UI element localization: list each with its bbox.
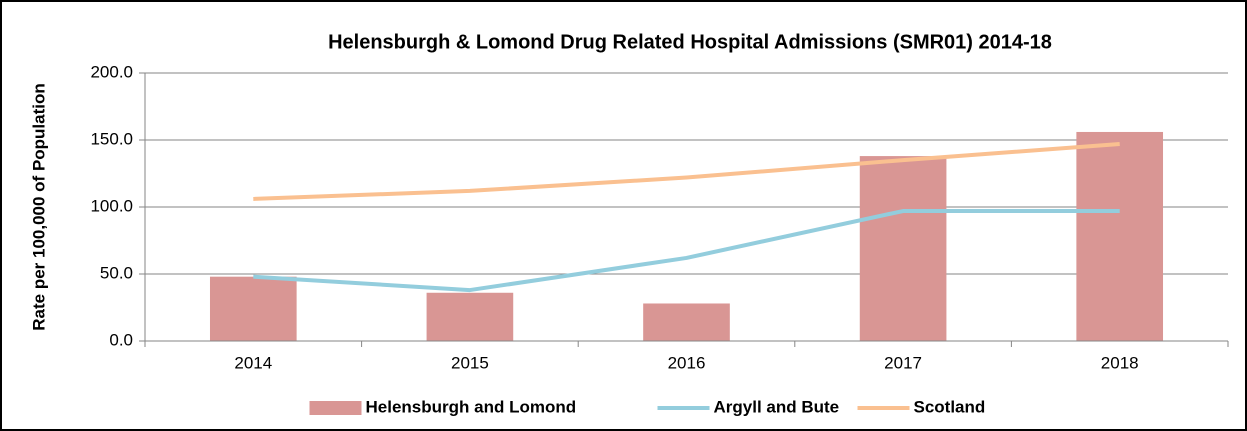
- bar: [643, 303, 730, 341]
- line: [253, 209, 1120, 293]
- y-tick-label: 50.0: [100, 263, 133, 282]
- bar: [1076, 131, 1164, 341]
- line: [253, 142, 1120, 201]
- y-tick-label: 200.0: [90, 62, 133, 81]
- y-tick-label: 150.0: [90, 129, 133, 148]
- bar: [209, 276, 297, 341]
- y-tick-label: 100.0: [90, 196, 133, 215]
- legend-label: Scotland: [914, 397, 986, 416]
- legend-swatch: [309, 401, 362, 415]
- x-tick-label: 2017: [884, 353, 922, 372]
- x-tick-label: 2015: [451, 353, 489, 372]
- x-tick-label: 2018: [1101, 353, 1139, 372]
- x-tick-label: 2016: [668, 353, 706, 372]
- y-tick-label: 0.0: [109, 330, 133, 349]
- legend-label: Argyll and Bute: [714, 397, 840, 416]
- legend-label: Helensburgh and Lomond: [366, 397, 577, 416]
- x-tick-label: 2014: [234, 353, 272, 372]
- y-axis-label: Rate per 100,000 of Population: [29, 83, 48, 331]
- bar: [859, 156, 947, 341]
- chart-title: Helensburgh & Lomond Drug Related Hospit…: [328, 31, 1052, 53]
- bar: [426, 292, 514, 341]
